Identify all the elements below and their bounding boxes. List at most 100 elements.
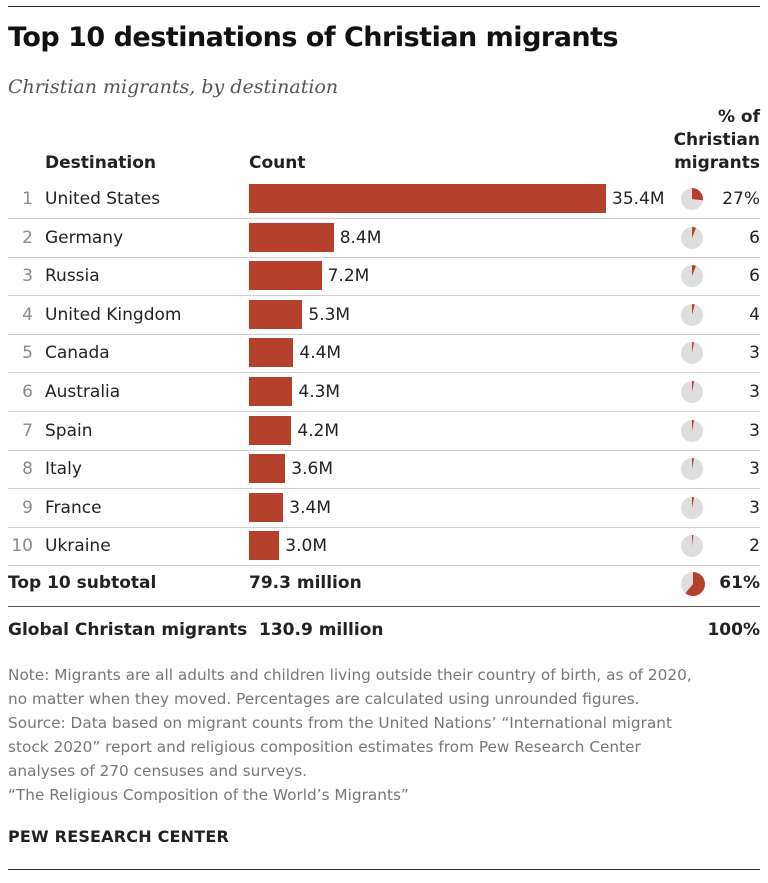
global-label: Global Christan migrants xyxy=(8,620,248,640)
share-pie-icon xyxy=(681,226,703,249)
table-row: 10 Ukraine 3.0M 2 xyxy=(8,527,760,567)
count-bar xyxy=(249,184,606,213)
subtotal-row: Top 10 subtotal 79.3 million 61% xyxy=(8,571,760,597)
destination-label: Italy xyxy=(45,459,82,480)
percent-label: 3 xyxy=(749,420,760,441)
note-line: no matter when they moved. Percentages a… xyxy=(8,690,640,708)
note-line: Note: Migrants are all adults and childr… xyxy=(8,666,692,684)
subtotal-label: Top 10 subtotal xyxy=(8,573,157,593)
subtotal-divider xyxy=(8,606,760,607)
count-value-label: 5.3M xyxy=(308,304,351,325)
share-pie-icon xyxy=(681,342,703,365)
table-row: 8 Italy 3.6M 3 xyxy=(8,450,760,490)
subtotal-count: 79.3 million xyxy=(249,573,362,593)
count-value-label: 3.6M xyxy=(291,459,333,480)
percent-label: 6 xyxy=(749,266,760,287)
share-pie-slice xyxy=(692,458,695,470)
count-value-label: 8.4M xyxy=(339,227,382,248)
count-value-label: 4.4M xyxy=(299,343,342,364)
share-pie-icon xyxy=(681,188,703,210)
destination-label: Canada xyxy=(45,343,110,364)
table-row: 5 Canada 4.4M 3 xyxy=(8,334,760,374)
share-pie-slice xyxy=(692,535,694,547)
rank-label: 9 xyxy=(22,497,33,518)
count-bar xyxy=(249,299,303,329)
count-bar xyxy=(249,454,286,484)
percent-header-line-2: Christian xyxy=(673,130,760,150)
table-row: 9 France 3.4M 3 xyxy=(8,489,760,528)
percent-label: 27% xyxy=(722,189,760,209)
destination-label: United Kingdom xyxy=(45,304,182,325)
source-line: Source: Data based on migrant counts fro… xyxy=(8,714,672,732)
percent-label: 3 xyxy=(749,343,760,364)
table-row: 2 Germany 8.4M 6 xyxy=(8,219,760,258)
subtotal-pie-icon xyxy=(681,572,705,596)
global-count: 130.9 million xyxy=(259,620,384,640)
rank-label: 2 xyxy=(22,227,33,248)
rank-label: 10 xyxy=(11,536,33,557)
destination-header: Destination xyxy=(45,153,157,173)
percent-label: 6 xyxy=(749,227,760,248)
share-pie-slice xyxy=(692,380,695,392)
global-row: Global Christan migrants 130.9 million 1… xyxy=(8,618,760,644)
percent-label: 4 xyxy=(749,304,760,325)
subtotal-pie-slice xyxy=(685,572,705,596)
count-value-label: 35.4M xyxy=(612,189,665,209)
source-line: stock 2020” report and religious composi… xyxy=(8,738,641,756)
destination-label: Spain xyxy=(45,420,93,441)
share-pie-icon xyxy=(681,303,703,326)
destination-label: Russia xyxy=(45,266,100,287)
notes: Note: Migrants are all adults and childr… xyxy=(8,663,760,807)
count-bar xyxy=(249,377,293,406)
top-rule xyxy=(8,6,760,7)
table-row: 6 Australia 4.3M 3 xyxy=(8,373,760,412)
count-header: Count xyxy=(249,153,306,173)
destination-label: Australia xyxy=(45,382,121,402)
count-bar xyxy=(249,261,322,291)
rank-label: 3 xyxy=(22,266,33,287)
destination-label: Ukraine xyxy=(45,536,111,557)
count-bar xyxy=(249,492,284,522)
rank-label: 7 xyxy=(22,420,33,441)
count-value-label: 3.4M xyxy=(289,497,331,518)
destination-label: France xyxy=(45,497,102,518)
rank-label: 4 xyxy=(22,304,33,325)
chart-title: Top 10 destinations of Christian migrant… xyxy=(8,22,619,53)
global-percent: 100% xyxy=(707,620,760,640)
count-bar xyxy=(249,222,334,252)
count-value-label: 7.2M xyxy=(327,266,370,287)
share-pie-icon xyxy=(681,419,703,442)
percent-header-line-1: % of xyxy=(717,107,760,127)
rank-label: 8 xyxy=(22,459,33,480)
count-value-label: 3.0M xyxy=(285,536,327,557)
share-pie-slice xyxy=(692,303,695,315)
share-pie-slice xyxy=(692,342,695,354)
share-pie-slice xyxy=(692,188,703,201)
count-bar xyxy=(249,415,292,445)
table-row: 4 United Kingdom 5.3M 4 xyxy=(8,296,760,335)
share-pie-icon xyxy=(681,496,703,519)
bottom-rule xyxy=(8,869,760,870)
share-pie-icon xyxy=(681,458,703,481)
count-bar xyxy=(249,338,294,368)
percent-label: 3 xyxy=(749,497,760,518)
chart-subtitle: Christian migrants, by destination xyxy=(8,76,339,98)
share-pie-icon xyxy=(681,265,703,288)
source-line: analyses of 270 censuses and surveys. xyxy=(8,762,307,780)
table-row: 3 Russia 7.2M 6 xyxy=(8,257,760,297)
percent-header-line-3: migrants xyxy=(674,153,760,173)
percent-header: % of Christian migrants xyxy=(660,106,760,175)
share-pie-icon xyxy=(681,380,703,403)
rank-label: 6 xyxy=(22,382,33,402)
report-title: “The Religious Composition of the World’… xyxy=(8,786,409,804)
count-bar xyxy=(249,531,280,561)
brand-logo-text: PEW RESEARCH CENTER xyxy=(8,827,230,846)
destination-label: Germany xyxy=(45,227,124,248)
subtotal-percent: 61% xyxy=(719,573,760,593)
share-pie-slice xyxy=(692,496,695,508)
rank-label: 5 xyxy=(22,343,33,364)
count-value-label: 4.3M xyxy=(298,382,341,402)
rank-label: 1 xyxy=(22,189,33,209)
table-row: 1 United States 35.4M 27% xyxy=(8,180,760,219)
share-pie-slice xyxy=(692,419,695,431)
